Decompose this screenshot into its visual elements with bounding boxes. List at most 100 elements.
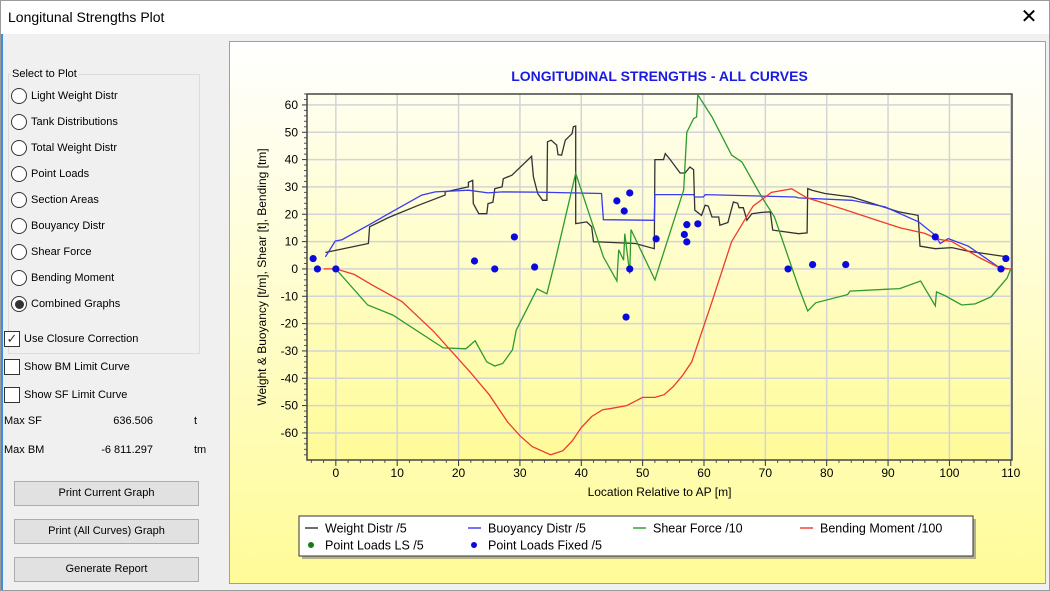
legend-label: Point Loads Fixed /5 — [488, 539, 602, 553]
x-tick-label: 40 — [575, 466, 589, 480]
checkbox-box[interactable] — [4, 387, 20, 403]
point-load-marker — [652, 235, 660, 243]
point-load-marker — [531, 263, 539, 271]
y-axis-label: Weight & Buoyancy [t/m], Shear [t], Bend… — [255, 148, 269, 405]
plot-area — [307, 94, 1012, 460]
checkbox-box[interactable] — [4, 359, 20, 375]
x-tick-label: 90 — [881, 466, 895, 480]
radio-button-icon[interactable] — [11, 166, 27, 182]
radio-label: Bouyancy Distr — [31, 220, 105, 232]
checkbox-show-bm-limit-curve[interactable]: Show BM Limit Curve — [4, 359, 130, 375]
radio-label: Tank Distributions — [31, 116, 118, 128]
legend-label: Bending Moment /100 — [820, 522, 942, 536]
radio-button-icon[interactable] — [11, 140, 27, 156]
point-load-marker — [683, 221, 691, 229]
legend-marker-icon — [308, 542, 314, 548]
series-line-3 — [323, 188, 1011, 456]
point-load-marker — [683, 238, 691, 246]
point-load-marker — [622, 313, 630, 321]
point-load-marker — [694, 220, 702, 228]
radio-button-icon[interactable] — [11, 296, 27, 312]
radio-section-areas[interactable]: Section Areas — [11, 190, 99, 210]
radio-button-icon[interactable] — [11, 244, 27, 260]
radio-button-icon[interactable] — [11, 270, 27, 286]
radio-label: Light Weight Distr — [31, 90, 118, 102]
x-tick-label: 70 — [759, 466, 773, 480]
chart-panel: 0 10 20 30 40 50 60 70 80 90 100 110 -60 -50 -40 -30 -20… — [229, 41, 1046, 584]
legend-marker-icon — [471, 542, 477, 548]
radio-button-icon[interactable] — [11, 192, 27, 208]
radio-button-icon[interactable] — [11, 88, 27, 104]
point-load-marker — [997, 265, 1005, 273]
radio-bending-moment[interactable]: Bending Moment — [11, 268, 114, 288]
point-load-marker — [1002, 254, 1010, 263]
point-load-marker — [620, 207, 628, 215]
point-load-marker — [784, 265, 792, 273]
checkbox-show-sf-limit-curve[interactable]: Show SF Limit Curve — [4, 387, 127, 403]
y-tick-label: 10 — [285, 235, 299, 249]
y-tick-label: -20 — [281, 317, 299, 331]
point-load-marker — [491, 265, 499, 273]
stat-unit: tm — [194, 444, 207, 456]
point-load-marker — [470, 257, 479, 265]
y-tick-label: 50 — [285, 125, 299, 139]
legend-label: Point Loads LS /5 — [325, 539, 424, 553]
point-load-marker — [931, 233, 939, 241]
x-tick-label: 0 — [332, 466, 339, 480]
x-tick-label: 30 — [513, 466, 527, 480]
checkmark-icon[interactable]: ✓ — [4, 331, 20, 347]
checkbox-label: Show SF Limit Curve — [24, 389, 128, 401]
stat-unit: t — [194, 415, 198, 427]
y-tick-label: 30 — [285, 180, 299, 194]
print-all-curves-graph-button[interactable]: Print (All Curves) Graph — [14, 519, 199, 544]
y-tick-label: -30 — [281, 344, 299, 358]
x-tick-label: 20 — [452, 466, 466, 480]
stat-value: 636.506 — [113, 415, 153, 427]
stat-label: Max SF — [4, 415, 42, 427]
radio-label: Section Areas — [31, 194, 99, 206]
radio-combined-graphs[interactable]: Combined Graphs — [11, 294, 120, 314]
plot-border — [306, 93, 1013, 461]
x-tick-label: 110 — [1001, 466, 1020, 480]
point-load-marker — [626, 265, 634, 273]
y-tick-label: -40 — [281, 371, 299, 385]
radio-light-weight-distr[interactable]: Light Weight Distr — [11, 86, 118, 106]
radio-label: Bending Moment — [31, 272, 115, 284]
legend-label: Weight Distr /5 — [325, 522, 407, 536]
radio-label: Point Loads — [31, 168, 90, 180]
checkbox-use-closure-correction[interactable]: ✓ Use Closure Correction — [4, 331, 138, 347]
point-load-marker — [680, 230, 688, 239]
x-tick-label: 50 — [636, 466, 650, 480]
y-tick-label: 40 — [285, 153, 299, 167]
chart-svg: 0 10 20 30 40 50 60 70 80 90 100 110-60-50-40-30-20… — [255, 68, 1021, 559]
point-load-marker — [613, 197, 621, 205]
legend-label: Shear Force /10 — [653, 522, 743, 536]
radio-total-weight-distr[interactable]: Total Weight Distr — [11, 138, 117, 158]
x-tick-label: 100 — [939, 466, 959, 480]
radio-button-icon[interactable] — [11, 114, 27, 130]
y-tick-label: -10 — [281, 289, 299, 303]
point-load-marker — [842, 260, 850, 269]
y-tick-label: -50 — [281, 399, 299, 413]
radio-shear-force[interactable]: Shear Force — [11, 242, 92, 262]
radio-tank-distributions[interactable]: Tank Distributions — [11, 112, 118, 132]
x-axis-label: Location Relative to AP [m] — [588, 485, 732, 499]
series-line-2 — [335, 92, 1012, 367]
generate-report-button[interactable]: Generate Report — [14, 557, 199, 582]
point-load-marker — [626, 189, 634, 197]
radio-button-icon[interactable] — [11, 218, 27, 234]
radio-point-loads[interactable]: Point Loads — [11, 164, 89, 184]
close-icon[interactable]: ✕ — [1020, 6, 1038, 28]
point-load-marker — [332, 265, 340, 273]
y-tick-label: 20 — [285, 207, 299, 221]
y-tick-label: 60 — [285, 98, 299, 112]
checkbox-label: Use Closure Correction — [24, 333, 139, 345]
point-load-marker — [313, 265, 322, 273]
group-label: Select to Plot — [11, 68, 78, 80]
x-tick-label: 60 — [697, 466, 711, 480]
print-current-graph-button[interactable]: Print Current Graph — [14, 481, 199, 506]
point-load-marker — [309, 254, 317, 263]
point-load-marker — [510, 233, 518, 241]
radio-bouyancy-distr[interactable]: Bouyancy Distr — [11, 216, 105, 236]
